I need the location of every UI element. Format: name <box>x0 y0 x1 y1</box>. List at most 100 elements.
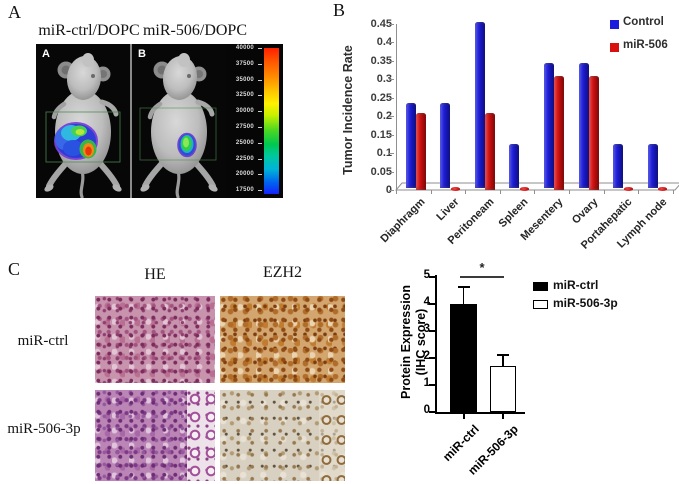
chart-b-y-tick <box>389 97 394 99</box>
chart-b-y-tick-label: 0.2 <box>376 110 392 123</box>
significance-star: * <box>479 260 485 275</box>
photo-letter-b: B <box>138 48 146 60</box>
chart-b-x-tick <box>396 190 397 194</box>
chart-b-x-tick <box>534 190 536 194</box>
photo-divider <box>130 44 132 198</box>
bar-mir506 <box>589 75 599 190</box>
panel-a: A miR-ctrl/DOPC miR-506/DOPC <box>0 0 330 250</box>
panel-c: C HE EZH2 miR-ctrl miR-506-3p <box>0 252 349 484</box>
chart-b-plot-area: 0.450.40.350.30.250.20.150.10.050Diaphra… <box>330 0 679 252</box>
panel-b-letter: B <box>333 0 346 20</box>
chart-b-floor <box>394 182 679 191</box>
colorbar-value: 27500 <box>235 124 254 130</box>
bar-mir506-nearzero <box>623 187 633 191</box>
bar-mir506-nearzero <box>519 187 529 191</box>
intensity-colorbar: 40000 37500 35000 32500 30000 27500 25000 22500… <box>226 44 283 198</box>
legend-swatch-mir506 <box>610 43 619 52</box>
chart-b-y-tick-label: 0.15 <box>370 128 392 141</box>
ihc-y-tick-label: 3 <box>423 323 430 335</box>
colorbar-tick <box>258 111 262 113</box>
ihc-legend-swatch-mir-ctrl <box>533 282 548 291</box>
chart-b-x-tick <box>430 190 432 194</box>
chart-b-y-tick <box>389 116 394 118</box>
chart-b-x-tick <box>499 190 501 194</box>
chart-b-y-tick <box>389 79 394 81</box>
ihc-y-tick <box>429 303 435 305</box>
colorbar-tick <box>258 95 262 97</box>
ihc-y-tick <box>429 384 435 386</box>
chart-b-x-tick <box>569 190 570 194</box>
ihc-y-tick <box>429 411 435 413</box>
colorbar-gradient <box>264 48 279 194</box>
colorbar-value: 30000 <box>235 108 254 115</box>
chart-b-y-tick-label: 0.05 <box>370 165 392 178</box>
row-label-mir-506-3p: miR-506-3p <box>7 421 81 437</box>
colorbar-tick <box>258 190 262 192</box>
chart-b-y-tick-label: 0 <box>344 184 392 196</box>
colorbar-tick <box>258 127 262 128</box>
colorbar-value: 40000 <box>235 45 254 51</box>
luminescence-blob-large <box>54 122 98 160</box>
ihc-error-bar <box>462 286 465 304</box>
chart-b-y-tick-label: 0.45 <box>370 18 392 30</box>
histology-ezh2-mir-506-3p <box>220 390 345 481</box>
panel-a-title-mir-506: miR-506/DOPC <box>142 22 247 39</box>
bar-control <box>440 103 451 188</box>
ihc-legend-swatch-mir-506-3p <box>533 300 548 309</box>
ihc-error-cap <box>497 353 509 356</box>
chart-b-x-tick <box>603 190 605 194</box>
mouse-photo-mir-ctrl: A <box>36 44 130 199</box>
chart-b-x-tick <box>638 190 640 194</box>
ihc-error-bar <box>502 353 504 367</box>
bar-control <box>474 22 485 188</box>
colorbar-tick <box>258 63 262 65</box>
chart-b-y-tick-label: 0.35 <box>370 54 392 67</box>
mouse-photo-mir-506: B <box>132 44 226 199</box>
colorbar-value: 20000 <box>235 171 254 178</box>
chart-b-y-tick <box>389 24 394 25</box>
bar-mir506 <box>554 75 565 190</box>
chart-b-y-axis <box>396 24 397 191</box>
chart-b-y-tick-label: 0.1 <box>376 147 392 160</box>
bar-mir506 <box>485 112 496 190</box>
histology-he-mir-ctrl <box>95 296 215 383</box>
column-header-he: HE <box>144 266 166 283</box>
mouse-illustration <box>36 44 130 199</box>
chart-b-y-tick <box>389 42 394 44</box>
colorbar-tick <box>258 158 262 160</box>
ihc-legend-label-mir-ctrl: miR-ctrl <box>553 278 599 292</box>
ihc-error-cap <box>457 286 470 289</box>
ihc-y-tick <box>429 357 435 359</box>
chart-b-y-tick <box>389 134 394 136</box>
ihc-y-tick-label: 5 <box>423 269 430 281</box>
chart-b-y-tick-label: 0.25 <box>370 91 392 104</box>
colorbar-tick <box>258 174 262 176</box>
bar-mir506-nearzero <box>658 187 668 191</box>
panel-a-letter: A <box>8 2 21 22</box>
luminescence-blob-small <box>177 132 197 158</box>
ihc-y-tick <box>429 330 435 332</box>
ihc-legend-label-mir-506-3p: miR-506-3p <box>553 296 618 310</box>
ihc-bar-miR-ctrl <box>450 304 477 412</box>
significance-bracket <box>460 276 504 278</box>
column-header-ezh2: EZH2 <box>262 264 303 281</box>
bar-control <box>509 143 520 188</box>
colorbar-tick <box>258 79 262 81</box>
ihc-x-tick <box>502 414 504 419</box>
colorbar-value: 22500 <box>235 155 254 162</box>
roi-rectangle <box>45 111 121 163</box>
bar-control <box>405 103 416 188</box>
bar-mir506-nearzero <box>450 187 460 191</box>
ihc-plot-area: 0 1 2 3 4 5 miR-ctrl miR-506-3p <box>340 252 679 484</box>
panel-c-letter: C <box>8 259 21 279</box>
bar-control <box>613 143 624 188</box>
panel-c-ihc-chart: Protein Expression (IHC score) 0 1 2 3 4 5 miR… <box>340 252 679 484</box>
chart-b-y-tick <box>389 153 394 155</box>
ihc-x-tick <box>462 414 465 419</box>
legend-swatch-control <box>610 20 619 29</box>
ihc-y-axis <box>435 275 437 414</box>
ihc-y-tick-label: 1 <box>423 377 430 389</box>
colorbar-value: 37500 <box>235 60 254 67</box>
ihc-y-tick <box>429 276 435 278</box>
chart-b-x-tick <box>465 190 467 194</box>
